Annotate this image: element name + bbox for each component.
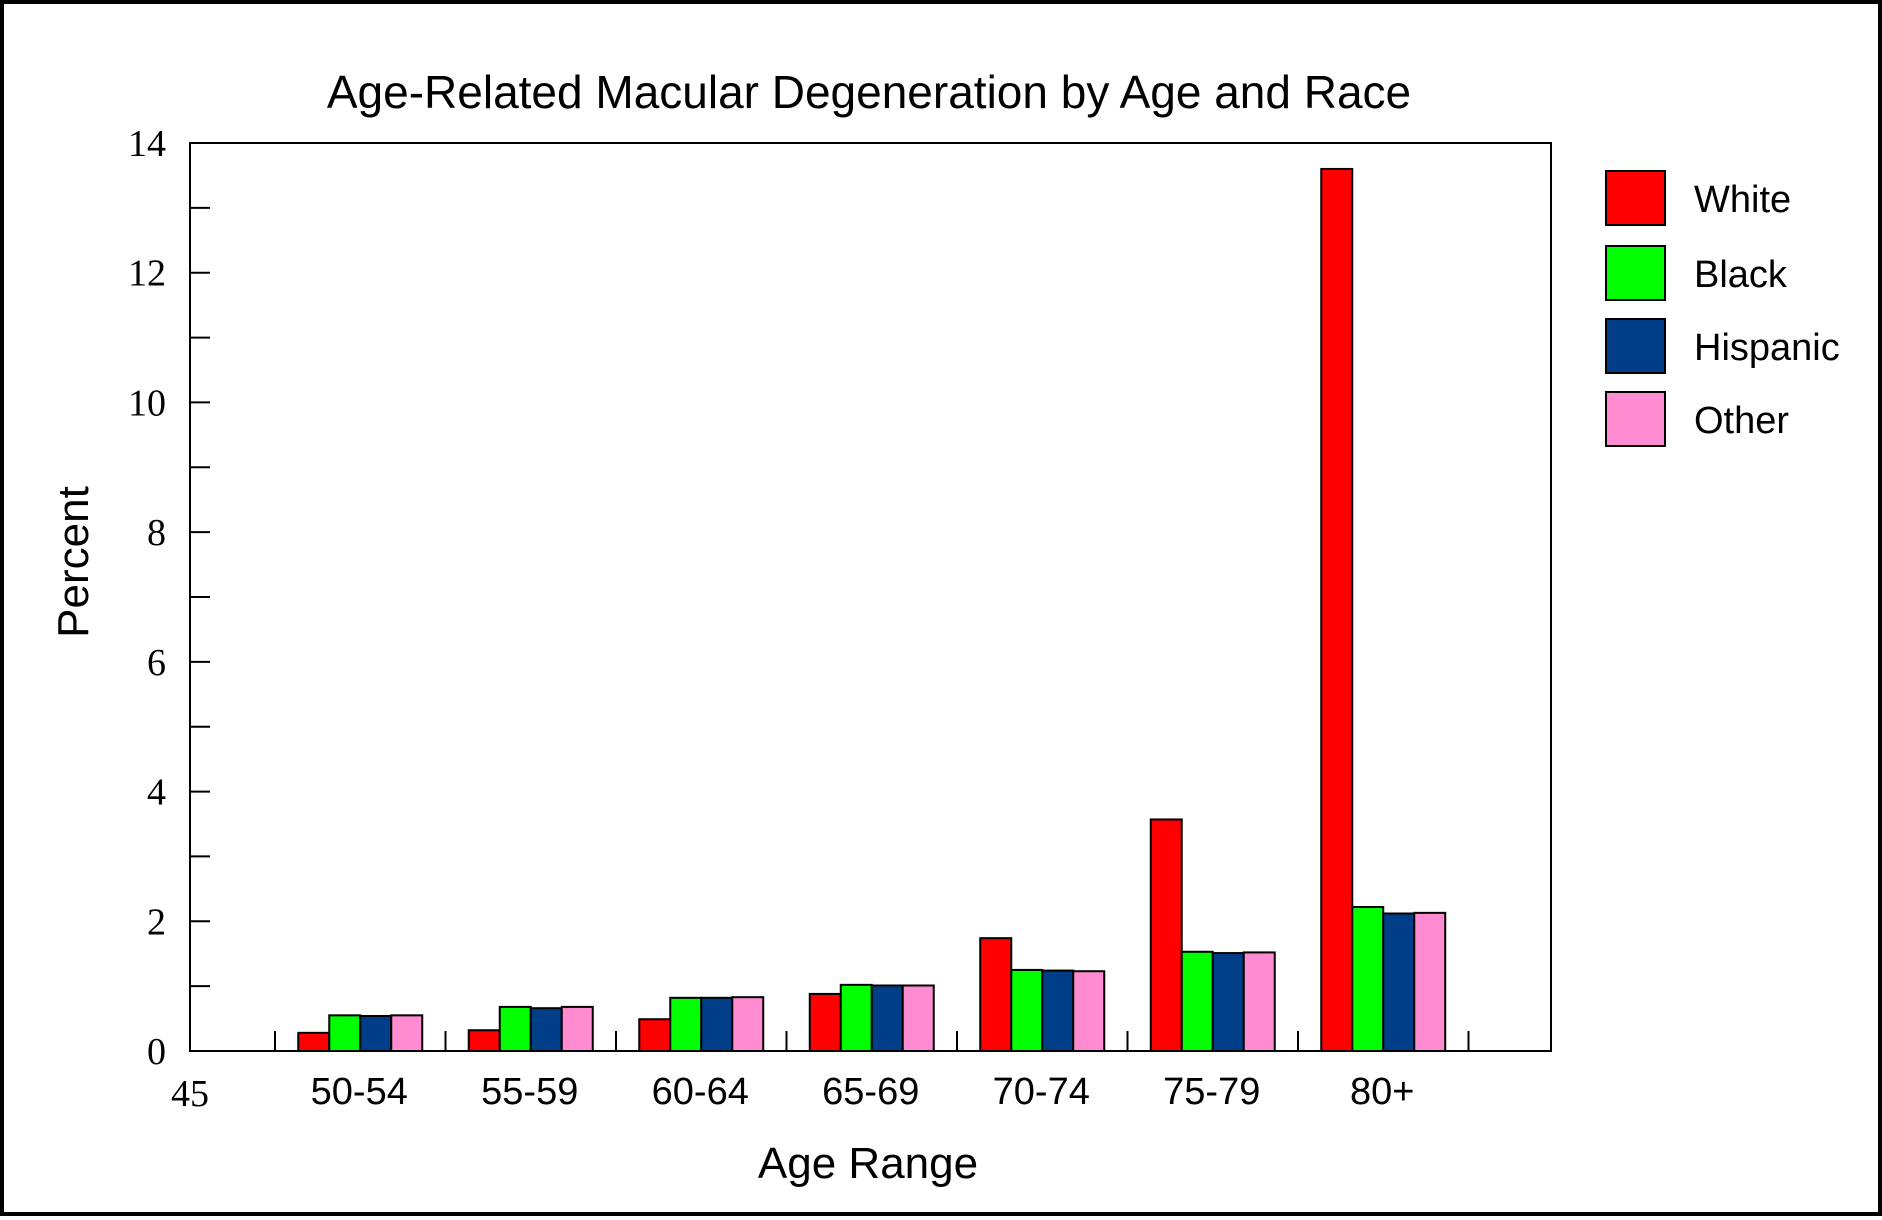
bar-black-65-69 xyxy=(839,983,873,1052)
bar-hispanic-70-74 xyxy=(1041,969,1075,1053)
legend-label-white: White xyxy=(1694,179,1791,221)
bar-other-50-54 xyxy=(390,1014,424,1052)
y-tick-label: 10 xyxy=(128,382,166,424)
bar-black-55-59 xyxy=(498,1005,532,1053)
x-tick-label: 75-79 xyxy=(1163,1071,1260,1113)
bar-black-70-74 xyxy=(1010,968,1044,1053)
chart-title: Age-Related Macular Degeneration by Age … xyxy=(327,66,1411,118)
bar-other-80+ xyxy=(1413,911,1447,1053)
bar-hispanic-55-59 xyxy=(529,1007,563,1052)
bar-hispanic-60-64 xyxy=(700,996,734,1052)
x-tick-label: 70-74 xyxy=(993,1071,1090,1113)
x-axis: 45 50-54 55-59 60-64 65-69 70-74 75-79 80+ xyxy=(171,1031,1470,1115)
y-tick-label: 4 xyxy=(147,772,166,814)
bar-other-55-59 xyxy=(560,1005,594,1053)
x-tick-label: 55-59 xyxy=(481,1071,578,1113)
bar-other-60-64 xyxy=(731,996,765,1053)
bar-other-65-69 xyxy=(901,984,935,1052)
bar-white-80+ xyxy=(1320,167,1354,1052)
bar-hispanic-80+ xyxy=(1382,912,1416,1053)
y-axis: 0 2 4 6 8 10 12 14 xyxy=(128,123,210,1073)
bar-hispanic-65-69 xyxy=(870,984,904,1052)
legend-swatch-black xyxy=(1605,245,1666,301)
x-tick-label: 60-64 xyxy=(652,1071,749,1113)
bar-white-50-54 xyxy=(297,1031,331,1052)
bar-white-55-59 xyxy=(467,1029,501,1053)
legend: White Black Hispanic Other xyxy=(1605,170,1840,447)
bar-chart: Age-Related Macular Degeneration by Age … xyxy=(49,66,1840,1188)
bar-black-75-79 xyxy=(1180,950,1214,1052)
x-start-tick-label: 45 xyxy=(171,1073,209,1115)
legend-swatch-hispanic xyxy=(1605,318,1666,374)
y-tick-label: 0 xyxy=(147,1031,166,1073)
legend-label-black: Black xyxy=(1694,254,1788,296)
x-tick-label: 80+ xyxy=(1350,1071,1414,1113)
bar-hispanic-50-54 xyxy=(359,1014,393,1053)
y-tick-label: 14 xyxy=(128,123,166,165)
legend-swatch-other xyxy=(1605,391,1666,447)
bar-other-75-79 xyxy=(1242,951,1276,1052)
legend-label-hispanic: Hispanic xyxy=(1694,327,1840,369)
bar-hispanic-75-79 xyxy=(1211,952,1245,1053)
bar-black-50-54 xyxy=(328,1014,362,1052)
x-tick-label: 65-69 xyxy=(822,1071,919,1113)
legend-label-other: Other xyxy=(1694,400,1789,442)
bar-other-70-74 xyxy=(1072,970,1106,1052)
y-tick-label: 2 xyxy=(147,901,166,943)
bar-white-65-69 xyxy=(808,992,842,1053)
bar-black-80+ xyxy=(1351,906,1385,1053)
bar-white-70-74 xyxy=(979,937,1013,1052)
legend-swatch-white xyxy=(1605,170,1666,226)
bar-black-60-64 xyxy=(669,996,703,1052)
y-tick-label: 8 xyxy=(147,512,166,554)
y-tick-label: 12 xyxy=(128,253,166,295)
y-axis-label: Percent xyxy=(49,486,98,638)
bar-white-60-64 xyxy=(638,1018,672,1052)
bars xyxy=(297,167,1447,1053)
bar-white-75-79 xyxy=(1149,818,1183,1053)
y-tick-label: 6 xyxy=(147,642,166,684)
x-axis-label: Age Range xyxy=(758,1139,978,1188)
x-tick-label: 50-54 xyxy=(311,1071,408,1113)
